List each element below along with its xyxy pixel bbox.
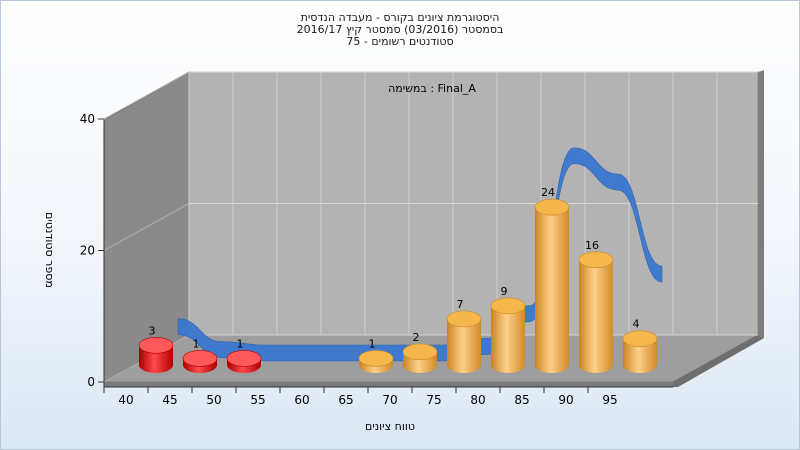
chart-annotation: במשימה : Final_A <box>388 82 476 95</box>
x-tick-label: 75 <box>426 393 441 407</box>
x-tick-label: 85 <box>514 393 529 407</box>
h-gridline-side <box>103 203 190 251</box>
bar-top <box>182 350 218 367</box>
chart-floor-front-edge <box>104 382 673 387</box>
x-tick-label: 90 <box>558 393 573 407</box>
chart-title-line-2: בסמסטר (03/2016) סמסטר קיץ 2016/17 <box>296 23 504 36</box>
x-tick-label: 60 <box>294 393 309 407</box>
data-label: 1 <box>193 337 200 350</box>
bar <box>622 330 658 373</box>
bar-top <box>226 350 262 367</box>
x-tick-label: 55 <box>250 393 265 407</box>
distribution-curve <box>177 147 663 362</box>
bar <box>578 251 614 373</box>
axis-layer: 0 20 40 40 45 50 55 60 65 70 75 80 85 90 95 <box>80 112 673 407</box>
bar-top <box>490 297 526 315</box>
x-axis-label: טווח ציונים <box>365 420 415 433</box>
chart-floor-right-edge <box>673 335 764 387</box>
x-tick-label: 45 <box>162 393 177 407</box>
data-label: 1 <box>237 337 244 350</box>
bar <box>138 336 174 373</box>
bar <box>534 198 570 373</box>
data-label: 9 <box>501 285 508 298</box>
bar <box>446 310 482 373</box>
y-tick-label: 40 <box>80 112 95 126</box>
bar <box>490 297 526 373</box>
data-label: 16 <box>585 239 599 252</box>
chart-back-wall-edge <box>758 70 764 338</box>
h-gridline-side <box>103 71 190 120</box>
y-axis-label: מספר סטודנטים <box>43 212 56 288</box>
chart-title-line-1: היסטוגרמת ציונים בקורס - מעבדה הנדסית <box>300 11 500 24</box>
bar-top <box>402 343 438 361</box>
bar-body <box>447 318 481 373</box>
bars-layer: 3 1 1 1 2 7 9 24 16 4 <box>138 186 658 373</box>
bar <box>182 350 218 373</box>
x-tick-label: 80 <box>470 393 485 407</box>
bar-top <box>534 198 570 216</box>
data-label: 2 <box>413 331 420 344</box>
bar-top <box>138 336 174 354</box>
bar-top <box>622 330 658 348</box>
x-tick-label: 50 <box>206 393 221 407</box>
bar-body <box>623 338 657 373</box>
bar <box>402 343 438 373</box>
bar-body <box>535 207 569 373</box>
bar <box>226 350 262 373</box>
y-tick-label: 0 <box>87 375 95 389</box>
bar-top <box>446 310 482 328</box>
data-label: 24 <box>541 186 555 199</box>
bar-body <box>579 259 613 373</box>
data-label: 1 <box>369 337 376 350</box>
x-tick-label: 65 <box>338 393 353 407</box>
x-tick-label: 70 <box>382 393 397 407</box>
data-label: 4 <box>633 318 640 331</box>
data-label: 3 <box>149 324 156 337</box>
x-tick-label: 40 <box>118 393 133 407</box>
x-tick-label: 95 <box>602 393 617 407</box>
bar-top <box>358 350 394 367</box>
distribution-curve-layer <box>177 147 663 362</box>
data-label: 7 <box>457 298 464 311</box>
bar-body <box>491 305 525 373</box>
bar-top <box>578 251 614 269</box>
bar <box>358 350 394 373</box>
chart-title-line-3: סטודנטים רשומים - 75 <box>346 35 454 48</box>
y-tick-label: 20 <box>80 244 95 258</box>
